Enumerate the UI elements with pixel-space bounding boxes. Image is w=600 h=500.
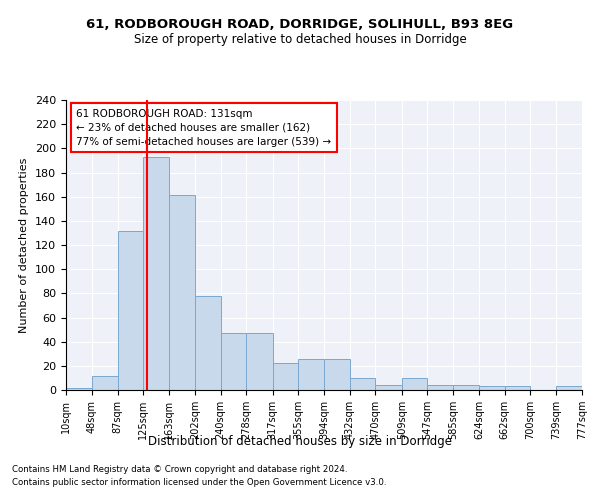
Bar	[169, 196, 195, 390]
Bar	[221, 333, 246, 390]
Bar	[272, 364, 298, 390]
Bar	[505, 386, 530, 390]
Text: Distribution of detached houses by size in Dorridge: Distribution of detached houses by size …	[148, 435, 452, 448]
Bar	[246, 333, 272, 390]
Bar	[427, 385, 453, 390]
Bar	[92, 376, 118, 390]
Text: Size of property relative to detached houses in Dorridge: Size of property relative to detached ho…	[134, 32, 466, 46]
Text: Contains HM Land Registry data © Crown copyright and database right 2024.: Contains HM Land Registry data © Crown c…	[12, 466, 347, 474]
Bar	[556, 386, 582, 390]
Bar	[453, 385, 479, 390]
Bar	[325, 358, 350, 390]
Y-axis label: Number of detached properties: Number of detached properties	[19, 158, 29, 332]
Text: Contains public sector information licensed under the Open Government Licence v3: Contains public sector information licen…	[12, 478, 386, 487]
Bar	[118, 230, 143, 390]
Bar	[402, 378, 427, 390]
Text: 61, RODBOROUGH ROAD, DORRIDGE, SOLIHULL, B93 8EG: 61, RODBOROUGH ROAD, DORRIDGE, SOLIHULL,…	[86, 18, 514, 30]
Text: 61 RODBOROUGH ROAD: 131sqm
← 23% of detached houses are smaller (162)
77% of sem: 61 RODBOROUGH ROAD: 131sqm ← 23% of deta…	[76, 108, 331, 146]
Bar	[298, 358, 325, 390]
Bar	[195, 296, 221, 390]
Bar	[66, 388, 92, 390]
Bar	[143, 157, 169, 390]
Bar	[376, 385, 402, 390]
Bar	[479, 386, 505, 390]
Bar	[350, 378, 376, 390]
